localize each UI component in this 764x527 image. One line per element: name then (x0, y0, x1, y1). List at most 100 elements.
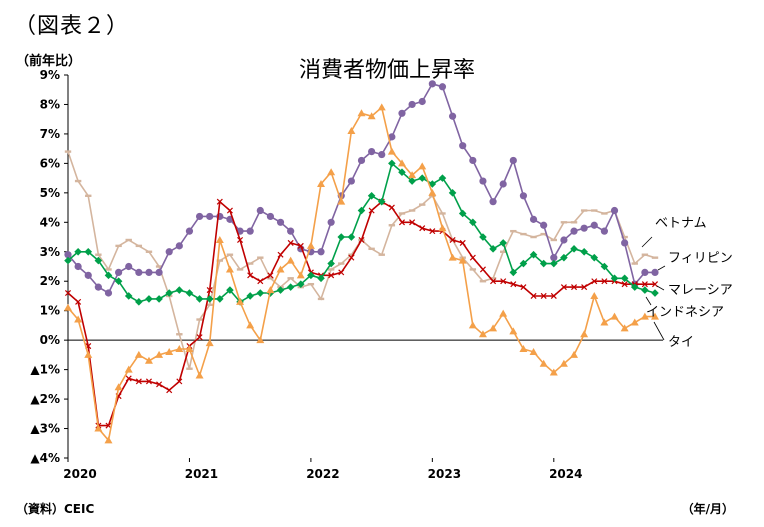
data-point (378, 150, 386, 159)
data-point (641, 286, 649, 294)
data-point (397, 159, 406, 167)
data-point (125, 375, 132, 382)
data-point (479, 266, 486, 273)
data-point (266, 286, 275, 294)
y-axis-unit-label: （前年比） (16, 54, 82, 69)
data-point (610, 206, 619, 215)
data-point (135, 378, 142, 385)
data-point (570, 245, 578, 253)
data-point (125, 262, 133, 271)
data-point (134, 350, 143, 358)
data-point (640, 312, 649, 320)
data-point (529, 347, 538, 355)
data-point (540, 221, 548, 229)
data-point (286, 256, 295, 264)
data-point (205, 339, 214, 347)
data-point (429, 228, 436, 235)
data-point (155, 350, 164, 358)
data-point (276, 218, 285, 226)
data-point (74, 247, 82, 256)
data-point (75, 298, 82, 305)
data-point (610, 274, 619, 283)
x-tick-label: 2020 (63, 467, 96, 481)
data-point (560, 236, 568, 244)
data-point (256, 336, 265, 344)
data-point (550, 254, 558, 262)
data-point (246, 292, 254, 300)
data-point (287, 227, 295, 235)
data-point (347, 126, 356, 134)
data-point (571, 284, 578, 291)
data-point (94, 256, 103, 265)
data-point (428, 80, 436, 88)
data-point (256, 289, 265, 297)
data-point (499, 239, 507, 247)
data-point (478, 330, 487, 338)
data-point (306, 241, 315, 249)
data-point (490, 278, 497, 285)
x-tick-label: 2024 (549, 467, 582, 481)
legend-pointer (641, 236, 653, 248)
data-point (479, 233, 487, 241)
data-point (459, 142, 467, 150)
data-point (307, 271, 315, 280)
data-point (124, 292, 133, 300)
legend-pointer (653, 321, 665, 341)
data-point (256, 206, 264, 215)
data-point (185, 344, 194, 352)
data-point (358, 236, 365, 244)
series-line (67, 151, 656, 369)
data-point (519, 344, 528, 352)
y-tick-label: 7% (40, 127, 60, 141)
data-point (581, 284, 588, 291)
data-point (469, 254, 476, 261)
y-tick-label: 1% (40, 304, 60, 318)
data-point (469, 218, 477, 227)
data-point (246, 321, 255, 329)
data-point (74, 315, 83, 323)
data-point (519, 259, 528, 268)
data-point (155, 295, 163, 303)
data-point (499, 309, 508, 317)
data-point (94, 424, 103, 432)
data-point (237, 236, 244, 244)
data-point (438, 224, 447, 232)
data-point (277, 251, 284, 258)
data-point (500, 278, 507, 285)
data-point (419, 225, 426, 232)
data-point (337, 197, 346, 205)
data-point (539, 259, 548, 268)
data-point (94, 283, 102, 291)
data-point (620, 324, 629, 332)
figure-label: （図表２） (14, 14, 130, 39)
data-point (124, 365, 133, 373)
data-point (448, 253, 457, 261)
data-point (479, 177, 487, 185)
data-point (550, 292, 557, 299)
data-point (155, 268, 163, 276)
data-point (438, 83, 447, 91)
data-point (115, 268, 123, 276)
data-point (104, 271, 113, 280)
source-label: （資料）CEIC (16, 502, 95, 516)
data-point (296, 271, 305, 279)
legend-label: マレーシア (668, 283, 733, 298)
data-point (104, 436, 113, 444)
data-point (357, 156, 366, 165)
data-point (84, 350, 93, 358)
data-point (185, 289, 194, 297)
data-point (590, 253, 599, 262)
data-point (206, 287, 213, 294)
data-point (196, 334, 203, 341)
data-point (387, 147, 396, 155)
y-tick-label: 8% (40, 97, 60, 111)
data-point (195, 371, 204, 379)
data-point (347, 233, 356, 241)
data-point (114, 383, 123, 391)
data-point (438, 174, 447, 182)
data-point (418, 174, 427, 182)
data-point (398, 219, 406, 226)
data-point (499, 180, 507, 188)
data-point (458, 209, 467, 218)
